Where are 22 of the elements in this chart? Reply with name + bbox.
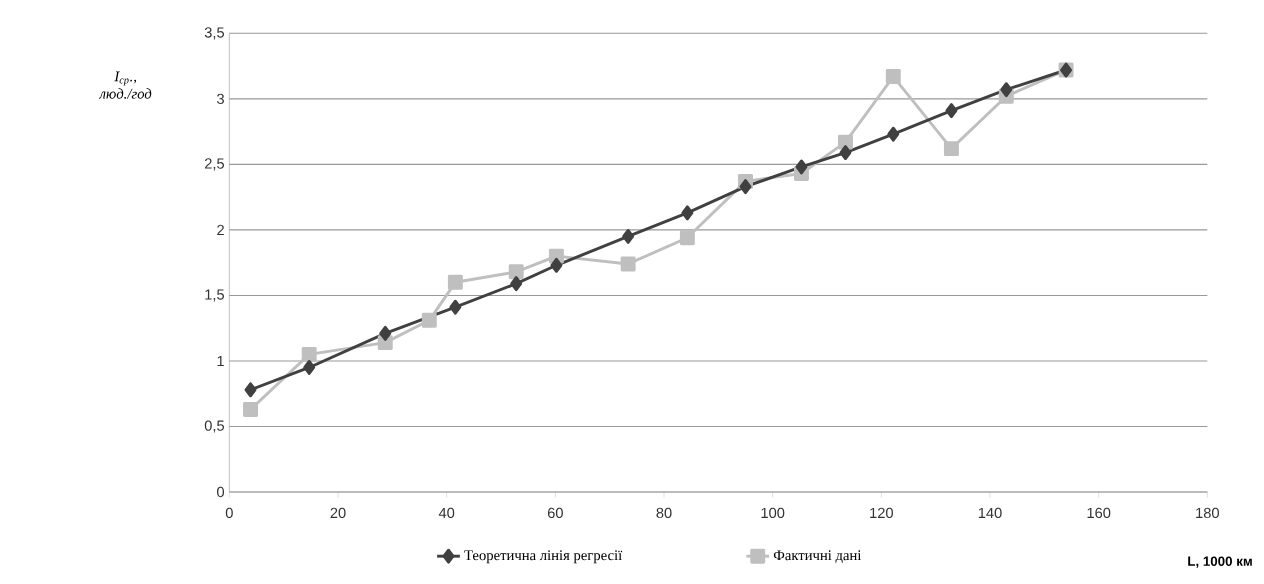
y-axis-title: I$_{ср}$., люд./год xyxy=(98,71,152,99)
y-tick-label: 0,5 xyxy=(204,420,224,433)
x-axis-title: L, 1000 км xyxy=(1188,556,1252,568)
x-tick-label: 140 xyxy=(978,507,1002,519)
y-tick-label: 0 xyxy=(217,486,225,498)
x-tick-label: 60 xyxy=(547,507,563,519)
y-tick-label: 3,5 xyxy=(204,27,224,40)
y-tick-label: 1,5 xyxy=(205,289,224,302)
x-tick-label: 80 xyxy=(656,507,672,519)
y-tick-label: 3 xyxy=(217,93,224,105)
y-tick-label: 2,5 xyxy=(204,158,224,171)
legend-label: Теоретична лінія регресії xyxy=(464,550,623,564)
x-tick-label: 0 xyxy=(225,507,233,519)
x-tick-label: 100 xyxy=(761,507,785,519)
x-tick-label: 40 xyxy=(438,507,455,519)
y-tick-label: 2 xyxy=(217,224,224,236)
x-tick-label: 20 xyxy=(330,507,346,519)
x-tick-label: 120 xyxy=(870,507,893,519)
y-tick-label: 1 xyxy=(217,355,224,366)
legend-label: Фактичні дані xyxy=(773,550,862,563)
x-tick-label: 160 xyxy=(1087,507,1111,519)
x-tick-label: 180 xyxy=(1196,507,1219,519)
